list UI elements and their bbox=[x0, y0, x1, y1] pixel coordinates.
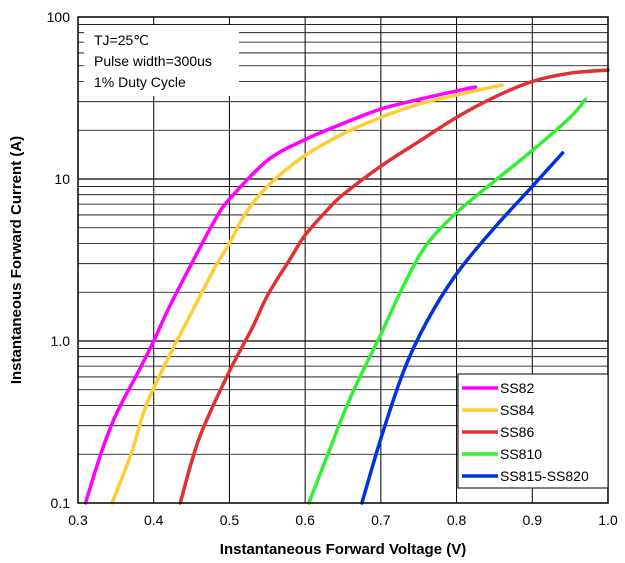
legend: SS82 SS84 SS86 SS810 SS815-SS820 bbox=[457, 373, 609, 489]
x-tick-label: 0.8 bbox=[447, 512, 467, 528]
legend-label: SS82 bbox=[500, 380, 534, 396]
x-tick-label: 0.5 bbox=[220, 512, 240, 528]
x-tick-label: 0.9 bbox=[523, 512, 543, 528]
note-junction-temp: TJ=25℃ bbox=[94, 32, 149, 48]
x-tick-labels: 0.3 0.4 0.5 0.6 0.7 0.8 0.9 1.0 bbox=[68, 512, 618, 528]
series-line-ss810 bbox=[307, 97, 588, 505]
y-axis-title: Instantaneous Forward Current (A) bbox=[8, 136, 25, 384]
legend-label: SS810 bbox=[500, 446, 542, 462]
grid-lines bbox=[78, 17, 608, 503]
legend-label: SS815-SS820 bbox=[500, 468, 589, 484]
legend-label: SS84 bbox=[500, 402, 534, 418]
plot-frame bbox=[77, 16, 609, 504]
note-duty-cycle: 1% Duty Cycle bbox=[94, 74, 186, 90]
legend-label: SS86 bbox=[500, 424, 534, 440]
x-tick-label: 0.4 bbox=[144, 512, 164, 528]
note-background bbox=[84, 25, 239, 96]
series-line-ss82 bbox=[83, 85, 478, 505]
x-axis-title: Instantaneous Forward Voltage (V) bbox=[220, 541, 466, 558]
y-tick-label: 10 bbox=[54, 171, 70, 187]
y-tick-label: 1.0 bbox=[51, 333, 71, 349]
series-lines bbox=[83, 68, 610, 505]
y-tick-label: 100 bbox=[47, 9, 71, 25]
note-pulse-width: Pulse width=300us bbox=[94, 53, 212, 69]
x-tick-label: 0.7 bbox=[371, 512, 391, 528]
x-tick-label: 0.3 bbox=[68, 512, 88, 528]
series-line-ss84 bbox=[110, 83, 504, 505]
series-line-ss815-ss820 bbox=[360, 151, 565, 505]
series-line-ss86 bbox=[178, 68, 610, 505]
conditions-note: TJ=25℃ Pulse width=300us 1% Duty Cycle bbox=[84, 25, 239, 96]
y-tick-label: 0.1 bbox=[51, 495, 71, 511]
x-tick-label: 1.0 bbox=[598, 512, 618, 528]
y-tick-labels: 0.1 1.0 10 100 bbox=[47, 9, 71, 511]
x-tick-label: 0.6 bbox=[295, 512, 315, 528]
